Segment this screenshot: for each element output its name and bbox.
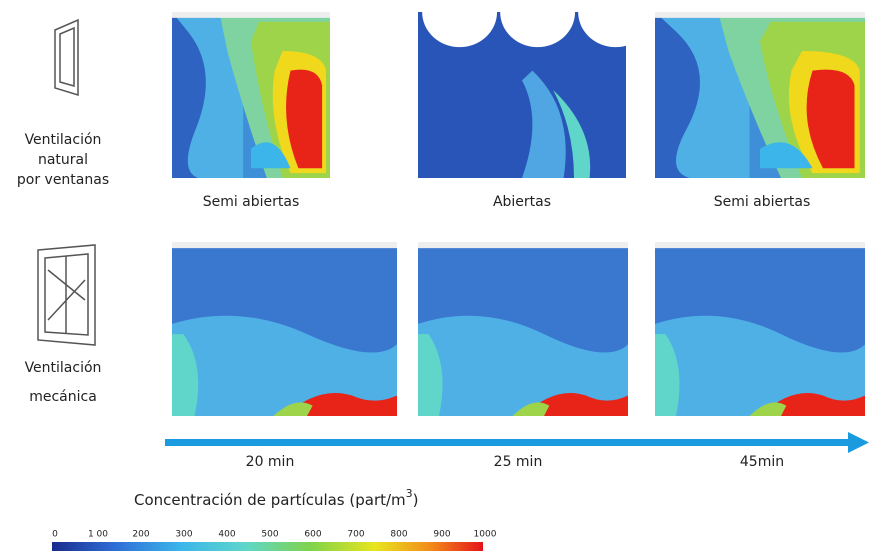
time-label: 45min xyxy=(740,454,784,470)
row-label: natural xyxy=(38,152,88,168)
colorbar-tick-label: 0 xyxy=(52,530,58,540)
colorbar-tick-label: 1000 xyxy=(474,530,497,540)
simulation-panel xyxy=(655,242,865,416)
simulation-panel xyxy=(418,242,628,416)
colorbar xyxy=(52,542,483,551)
time-arrow xyxy=(165,432,869,453)
simulation-panel xyxy=(418,0,653,178)
row-label: Ventilación xyxy=(25,360,102,376)
legend-title-part: 3 xyxy=(406,487,413,500)
colorbar-tick-label: 400 xyxy=(218,530,235,540)
row-label: por ventanas xyxy=(17,172,109,188)
row-label: mecánica xyxy=(29,389,97,405)
colorbar-tick-label: 500 xyxy=(261,530,278,540)
simulation-panel xyxy=(655,12,865,179)
colorbar-tick-label: 700 xyxy=(347,530,364,540)
legend-title-part: ) xyxy=(413,491,419,509)
window-icon xyxy=(55,20,78,95)
time-label: 25 min xyxy=(494,454,543,470)
colorbar-tick-label: 800 xyxy=(390,530,407,540)
panel-caption: Semi abiertas xyxy=(714,194,811,210)
panel-caption: Abiertas xyxy=(493,194,551,210)
colorbar-tick-label: 600 xyxy=(304,530,321,540)
colorbar-tick-label: 200 xyxy=(132,530,149,540)
colorbar-tick-label: 900 xyxy=(433,530,450,540)
legend-title: Concentración de partículas (part/m3) xyxy=(134,487,419,509)
figure: Ventilación natural por ventanas Ventilació… xyxy=(0,0,869,551)
legend-title-part: Concentración de partículas (part/m xyxy=(134,491,406,509)
simulation-panel xyxy=(172,242,397,416)
ventilation-unit-icon xyxy=(38,245,95,345)
panel-caption: Semi abiertas xyxy=(203,194,300,210)
simulation-panel xyxy=(172,12,330,179)
colorbar-tick-label: 1 00 xyxy=(88,530,108,540)
colorbar-tick-label: 300 xyxy=(175,530,192,540)
row-label: Ventilación xyxy=(25,132,102,148)
time-label: 20 min xyxy=(246,454,295,470)
